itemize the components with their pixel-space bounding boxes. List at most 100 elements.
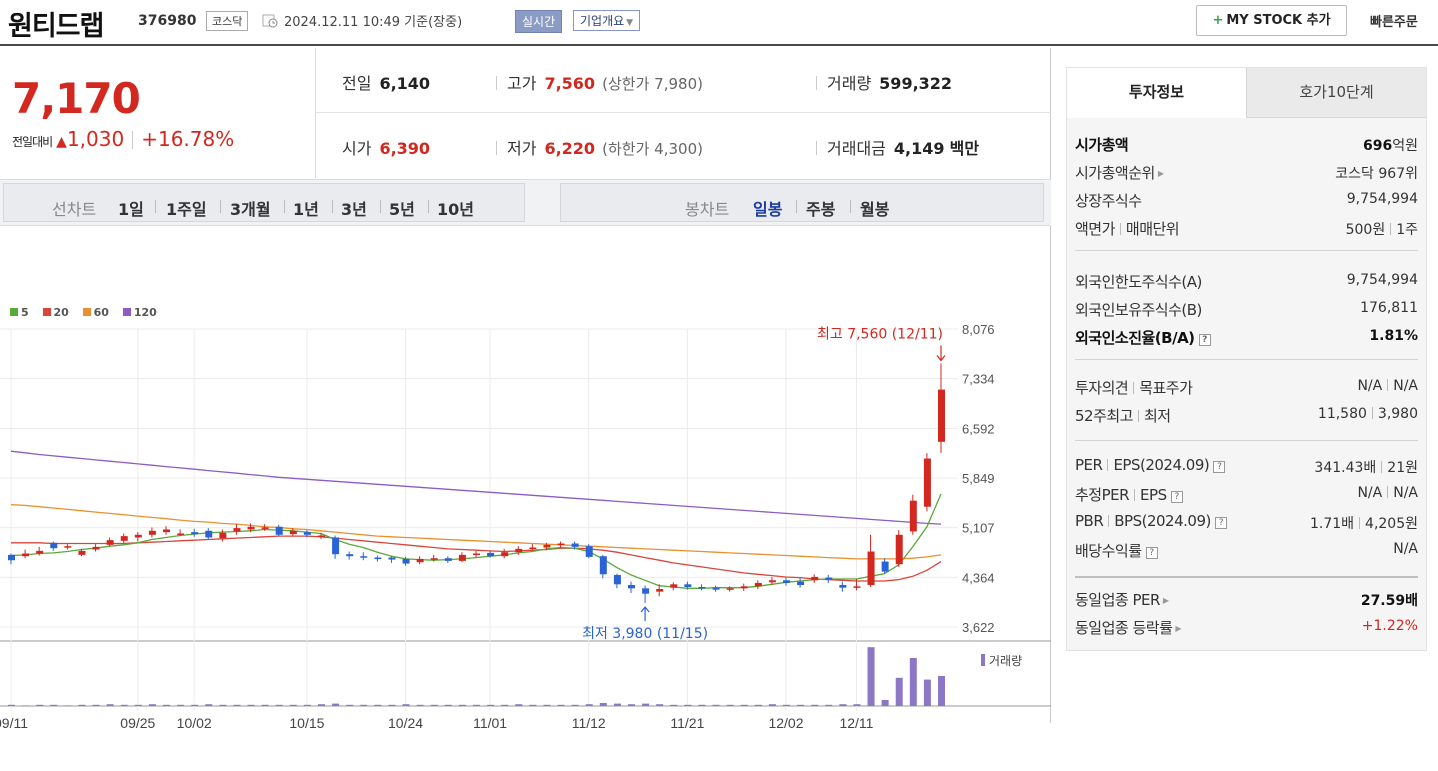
period-3y[interactable]: 3년: [341, 200, 367, 219]
quick-order-button[interactable]: 빠른주문: [1370, 15, 1418, 30]
divider: [1133, 382, 1135, 394]
period-1w[interactable]: 1주일: [166, 200, 207, 219]
volume-bar: [36, 704, 44, 706]
candle-body: [825, 577, 833, 580]
divider: [1390, 223, 1392, 235]
period-5y[interactable]: 5년: [389, 200, 415, 219]
volume-bar: [895, 677, 903, 706]
foreign-rate-text: 외국인소진율(B/A): [1075, 329, 1195, 347]
price-chart[interactable]: 5 20 60 120 8,076 7,334 6,592 5,849 5,107 4,3…: [0, 226, 1051, 771]
candle-body: [698, 586, 706, 589]
legend-ma20[interactable]: 20: [42, 306, 69, 319]
sector-per-label: 동일업종 PER ▶: [1075, 589, 1169, 610]
foreign-limit-label: 외국인한도주식수(A): [1075, 273, 1202, 291]
add-my-stock-button[interactable]: + MY STOCK 추가: [1196, 5, 1347, 36]
candle-body: [134, 534, 142, 538]
volume-bar: [303, 704, 311, 706]
pbr-label: PBR BPS(2024.09)?: [1075, 512, 1227, 530]
tab-order-book[interactable]: 호가10단계: [1247, 68, 1426, 118]
volume-bar: [656, 704, 664, 706]
candle-body: [50, 542, 58, 549]
candlestick-chart[interactable]: 8,076 7,334 6,592 5,849 5,107 4,364 3,622 09/11…: [0, 226, 1051, 771]
pbr-text: PBR: [1075, 512, 1104, 530]
sector-per-row[interactable]: 동일업종 PER ▶ 27.59배: [1075, 585, 1418, 613]
info-group-market: 시가총액 696억원 시가총액순위 ▶ 코스닥 967위 상장주식수 9,754,…: [1075, 130, 1418, 242]
foreign-rate-number: 1.81%: [1369, 328, 1418, 344]
opinion-text: 투자의견: [1075, 379, 1129, 397]
candle-body: [191, 532, 199, 535]
volume-bar: [374, 704, 382, 706]
sector-change-row[interactable]: 동일업종 등락률 ▶ +1.22%: [1075, 613, 1418, 641]
sector-per-value: 27.59배: [1361, 590, 1418, 610]
candle-body: [473, 553, 480, 556]
foreign-hold-label: 외국인보유주식수(B): [1075, 301, 1202, 319]
arrow-right-icon: ▶: [1157, 169, 1164, 178]
est-per-row: 추정PER EPS? N/A N/A: [1075, 480, 1418, 508]
company-overview-dropdown[interactable]: 기업개요 ▼: [573, 10, 641, 31]
eps-text: EPS(2024.09): [1113, 456, 1210, 474]
volume: 거래량 599,322: [816, 70, 952, 94]
high-arrow-icon: [936, 345, 946, 362]
period-10y[interactable]: 10년: [437, 200, 474, 219]
sector-change-text: 동일업종 등락률: [1075, 619, 1173, 637]
info-group-sector: 동일업종 PER ▶ 27.59배 동일업종 등락률 ▶ +1.22%: [1075, 585, 1418, 641]
y-tick-label: 7,334: [962, 372, 995, 387]
tab-investment-info[interactable]: 투자정보: [1067, 68, 1247, 118]
legend-ma120[interactable]: 120: [122, 306, 157, 319]
candle-daily[interactable]: 일봉: [753, 200, 783, 219]
help-icon[interactable]: ?: [1145, 547, 1158, 559]
period-3m[interactable]: 3개월: [230, 200, 271, 219]
cap-rank-row[interactable]: 시가총액순위 ▶ 코스닥 967위: [1075, 158, 1418, 186]
divider: [1107, 459, 1109, 471]
realtime-button[interactable]: 실시간: [515, 10, 563, 33]
x-tick-label: 10/24: [388, 715, 423, 731]
bps-text: BPS(2024.09): [1114, 512, 1211, 530]
legend-ma5[interactable]: 5: [10, 306, 29, 319]
period-1d[interactable]: 1일: [118, 200, 144, 219]
candle-body: [543, 544, 551, 548]
volume-bar: [698, 704, 706, 706]
help-icon[interactable]: ?: [1170, 491, 1183, 503]
volume-bar: [797, 704, 805, 706]
volume-bar: [458, 704, 466, 706]
cap-rank-label: 시가총액순위 ▶: [1075, 162, 1164, 183]
face-value: 500원: [1345, 222, 1386, 238]
volume-bar: [501, 704, 509, 706]
volume-bar: [78, 704, 86, 706]
per-text: PER: [1075, 456, 1103, 474]
candle-body: [106, 540, 114, 545]
divider: [155, 200, 156, 213]
volume-bar: [473, 704, 480, 706]
section-divider: [1075, 576, 1418, 578]
chart-period-bar: 선차트 1일 1주일 3개월 1년 3년 5년 10년 봉차트 일봉 주봉 월봉: [0, 179, 1051, 226]
help-icon[interactable]: ?: [1213, 461, 1226, 473]
candle-body: [529, 547, 537, 550]
volume-bar: [191, 704, 199, 706]
candle-body: [811, 576, 819, 581]
candle-body: [684, 584, 692, 587]
volume-bar: [92, 704, 100, 706]
legend-swatch: [42, 308, 51, 316]
price-change: 전일대비 ▲1,030 +16.78%: [12, 127, 234, 151]
help-icon[interactable]: ?: [1198, 334, 1211, 346]
volume-bar: [642, 703, 650, 706]
volume-bar: [360, 704, 368, 706]
divider: [1387, 486, 1389, 498]
period-1y[interactable]: 1년: [293, 200, 319, 219]
day-high-label: 고가: [507, 74, 537, 93]
x-tick-label: 09/11: [0, 715, 28, 731]
volume-bar: [670, 704, 678, 706]
stock-code: 376980: [138, 13, 197, 29]
week52-high: 11,580: [1317, 406, 1367, 422]
candle-weekly[interactable]: 주봉: [806, 200, 836, 219]
help-icon[interactable]: ?: [1214, 517, 1227, 529]
divider: [132, 131, 134, 149]
legend-swatch: [122, 308, 131, 316]
candle-monthly[interactable]: 월봉: [860, 200, 890, 219]
x-tick-label: 11/01: [473, 715, 507, 731]
candle-body: [853, 586, 861, 588]
basis-text: 기준(장중): [404, 15, 463, 30]
stock-name: 원티드랩: [8, 11, 104, 42]
candle-body: [120, 536, 128, 541]
legend-ma60[interactable]: 60: [82, 306, 109, 319]
